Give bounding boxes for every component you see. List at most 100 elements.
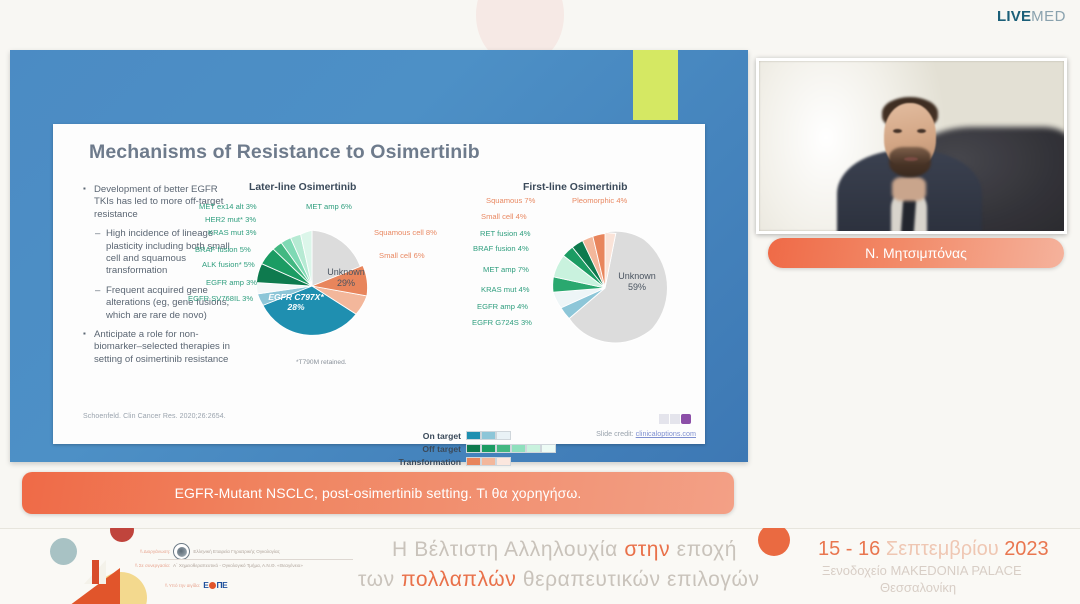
banner-organizer-label: \\ Διοργάνωση: xyxy=(140,549,171,554)
banner-divider xyxy=(0,528,1080,529)
pie-chart-first-line xyxy=(552,230,667,344)
event-title-line2-a: των xyxy=(358,568,402,591)
event-title-line1-highlight: στην xyxy=(624,538,671,561)
speaker-name-badge: Ν. Μητσιμπόνας xyxy=(768,238,1064,268)
pie-label-egfr-sv768il: EGFR SV768IL 3% xyxy=(188,294,254,303)
legend-label-transformation: Transformation xyxy=(398,456,461,467)
event-dates-days: 15 - 16 xyxy=(818,538,886,560)
event-dates: 15 - 16 Σεπτεμβρίου 2023 xyxy=(818,538,1049,561)
banner-organizer-name: Ελληνική Εταιρεία Γηριατρικής Ογκολογίας xyxy=(193,549,280,554)
society-seal-icon xyxy=(173,543,191,560)
video-person-beard xyxy=(889,147,931,177)
pie-center-label-first-line: Unknown 59% xyxy=(618,271,656,292)
slide-credit: Slide credit: clinicaloptions.com xyxy=(596,429,696,438)
slide-canvas: Mechanisms of Resistance to Osimertinib … xyxy=(53,124,705,467)
pie-label-kras-mut-fl: KRAS mut 4% xyxy=(481,285,530,294)
banner-circle-teal xyxy=(50,538,77,565)
legend-swatch xyxy=(496,444,511,453)
banner-organizer-row: \\ Διοργάνωση: Ελληνική Εταιρεία Γηριατρ… xyxy=(140,543,353,560)
pie-label-small-cell: Small cell 6% xyxy=(379,251,425,260)
video-person-mouth xyxy=(904,157,918,161)
event-dates-month: Σεπτεμβρίου xyxy=(885,538,1005,560)
eope-logo: E ΠΕ xyxy=(203,580,227,590)
session-caption-bar: EGFR-Mutant NSCLC, post-osimertinib sett… xyxy=(22,472,734,514)
eope-logo-pe: ΠΕ xyxy=(216,580,228,590)
banner-collab-row: \\ Σε συνεργασία: Α΄ Χημειοθεραπευτικό -… xyxy=(135,563,303,568)
pie-slice-label-egfr-c797x: EGFR C797X* 28% xyxy=(268,292,324,312)
livemed-logo-med: MED xyxy=(1031,8,1066,25)
pie-label-pleomorphic: Pleomorphic 4% xyxy=(572,196,628,205)
legend-swatch xyxy=(466,457,481,466)
banner-collab-label: \\ Σε συνεργασία: xyxy=(135,563,171,568)
pie-label-egfr-amp-fl: EGFR amp 4% xyxy=(477,302,529,311)
banner-rule xyxy=(158,559,353,560)
legend-swatch xyxy=(496,457,511,466)
legend-label-on-target: On target xyxy=(422,430,461,441)
event-venue: Ξενοδοχείο MAKEDONIA PALACE xyxy=(822,563,1022,578)
legend-row-transformation: Transformation xyxy=(394,456,556,467)
pie-label-egfr-amp: EGFR amp 3% xyxy=(206,278,258,287)
list-item: Frequent acquired gene alterations (eg, … xyxy=(95,285,231,322)
pie-label-small-cell-fl: Small cell 4% xyxy=(481,212,527,221)
livemed-logo-live: LIVE xyxy=(997,8,1032,25)
slide-accent-square xyxy=(633,50,678,120)
banner-auspices-label: \\ Υπό την αιγίδα: xyxy=(165,582,201,588)
slide-credit-prefix: Slide credit: xyxy=(596,429,636,438)
cobrand-icon-3 xyxy=(681,414,691,424)
video-person-neck xyxy=(892,177,926,201)
event-title-line1: Η Βέλτιστη Αλληλουχία στην εποχή xyxy=(392,538,737,562)
list-item: Development of better EGFR TKIs has led … xyxy=(83,183,231,221)
legend-swatch xyxy=(466,444,481,453)
banner-auspices-row: \\ Υπό την αιγίδα: E ΠΕ xyxy=(165,580,228,590)
pie-label-egfr-g724s: EGFR G724S 3% xyxy=(472,318,532,327)
slide-bullet-list: Development of better EGFR TKIs has led … xyxy=(83,183,231,373)
banner-circle-red xyxy=(110,528,134,542)
livemed-logo: LIVEMED xyxy=(997,8,1066,25)
chart-title-later-line: Later-line Osimertinib xyxy=(249,182,357,193)
event-title-line1-a: Η Βέλτιστη Αλληλουχία xyxy=(392,538,625,561)
slide-credit-link[interactable]: clinicaloptions.com xyxy=(635,429,696,438)
legend-label-off-target: Off target xyxy=(422,443,461,454)
legend-swatch xyxy=(541,444,556,453)
video-person-eye-left xyxy=(893,129,902,133)
legend-swatch xyxy=(481,431,496,440)
slide-source-citation: Schoenfeld. Clin Cancer Res. 2020;26:265… xyxy=(83,413,226,420)
pie-label-squamous-cell: Squamous cell 8% xyxy=(374,228,437,237)
cobrand-icon-2 xyxy=(670,414,680,424)
legend-row-on-target: On target xyxy=(394,430,556,441)
chart-legend: On target Off target Transformation xyxy=(394,430,556,469)
event-title-line2: των πολλαπλών θεραπευτικών επιλογών xyxy=(358,568,760,592)
legend-row-off-target: Off target xyxy=(394,443,556,454)
pie-label-ret-fusion: RET fusion 4% xyxy=(480,229,531,238)
pie-label-squamous: Squamous 7% xyxy=(486,196,536,205)
video-person-tie xyxy=(900,196,917,231)
legend-swatch xyxy=(481,444,496,453)
legend-swatch xyxy=(496,431,511,440)
event-city: Θεσσαλονίκη xyxy=(880,580,957,595)
legend-swatch xyxy=(511,444,526,453)
banner-collab-name: Α΄ Χημειοθεραπευτικό - Ογκολογικό Τμήμα,… xyxy=(173,563,303,568)
chart-title-first-line: First-line Osimertinib xyxy=(523,182,628,193)
pie-label-met-amp-fl: MET amp 7% xyxy=(483,265,529,274)
eope-logo-dot-icon xyxy=(208,581,216,589)
banner-bar-red xyxy=(92,560,99,584)
slide-viewer[interactable]: Mechanisms of Resistance to Osimertinib … xyxy=(10,50,748,467)
pie-chart-later-line xyxy=(255,229,368,336)
speaker-video[interactable] xyxy=(756,58,1067,234)
speaker-name-text: Ν. Μητσιμπόνας xyxy=(865,245,967,261)
pie-label-braf-fusion-fl: BRAF fusion 4% xyxy=(473,244,529,253)
cobrand-icons xyxy=(659,414,691,424)
slide-footnote: *T790M retained. xyxy=(296,359,347,366)
event-banner: \\ Διοργάνωση: Ελληνική Εταιρεία Γηριατρ… xyxy=(0,528,1080,604)
eope-logo-e: E xyxy=(203,580,209,590)
pie-label-kras-mut: KRAS mut 3% xyxy=(208,228,257,237)
pie-label-met-ex14: MET ex14 alt 3% xyxy=(199,202,257,211)
list-item: Anticipate a role for non-biomarker–sele… xyxy=(83,328,231,366)
pie-label-met-amp: MET amp 6% xyxy=(306,202,352,211)
slide-title: Mechanisms of Resistance to Osimertinib xyxy=(89,141,480,163)
pie-label-alk-fusion: ALK fusion* 5% xyxy=(202,260,255,269)
event-title-line2-highlight: πολλαπλών xyxy=(401,568,517,591)
event-dates-year: 2023 xyxy=(1004,538,1049,560)
pie-center-label-later-line: Unknown 29% xyxy=(327,267,365,288)
